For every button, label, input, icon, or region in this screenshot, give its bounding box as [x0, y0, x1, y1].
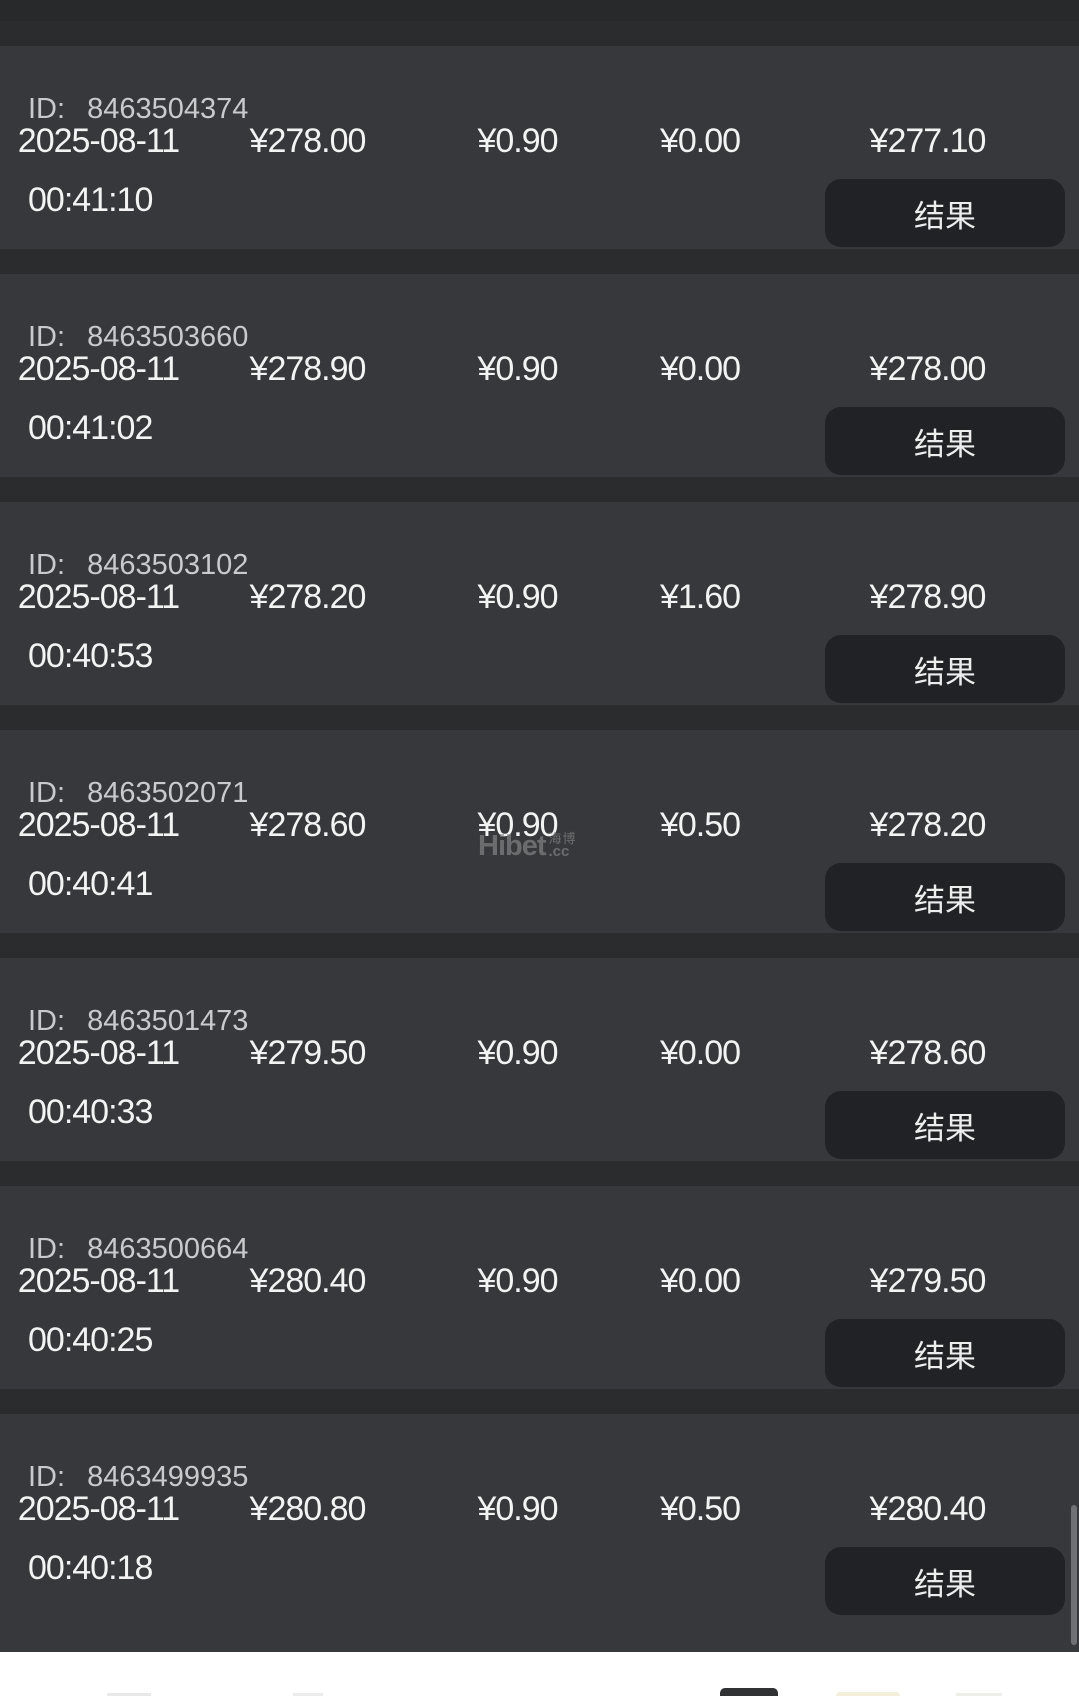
record-amount-win: ¥1.60 [659, 578, 741, 616]
record-time: 00:41:02 [28, 409, 153, 447]
record-amount-win: ¥0.50 [659, 1490, 741, 1528]
record-amount-fee: ¥0.90 [477, 1034, 558, 1072]
record-id-value: 8463501473 [87, 1005, 249, 1037]
record-date: 2025-08-11 [17, 1262, 180, 1300]
record-date: 2025-08-11 [17, 806, 180, 844]
record-date: 2025-08-11 [17, 578, 180, 616]
record-amount-open: ¥278.00 [249, 122, 367, 160]
record-card: ID: 8463503102 2025-08-11 00:40:53 ¥278.2… [0, 502, 1079, 705]
record-id-label: ID: [28, 1233, 66, 1265]
result-button[interactable]: 结果 [825, 1091, 1065, 1159]
record-amount-open: ¥279.50 [249, 1034, 367, 1072]
record-card: ID: 8463502071 2025-08-11 00:40:41 ¥278.6… [0, 730, 1079, 933]
record-card: ID: 8463501473 2025-08-11 00:40:33 ¥279.5… [0, 958, 1079, 1161]
record-amount-close: ¥278.60 [869, 1034, 987, 1072]
record-id-row: ID: 8463502071 [28, 778, 248, 809]
record-time: 00:40:41 [28, 865, 153, 903]
record-amount-fee: ¥0.90 [477, 1490, 558, 1528]
record-amount-win: ¥0.50 [659, 806, 741, 844]
scrollbar-thumb[interactable] [1071, 1505, 1077, 1645]
record-card: ID: 8463504374 2025-08-11 00:41:10 ¥278.0… [0, 46, 1079, 249]
result-button[interactable]: 结果 [825, 179, 1065, 247]
record-amount-open: ¥280.40 [249, 1262, 367, 1300]
record-id-row: ID: 8463504374 [28, 94, 248, 125]
record-id-value: 8463500664 [87, 1233, 249, 1265]
record-time: 00:40:25 [28, 1321, 153, 1359]
record-amount-open: ¥278.60 [249, 806, 367, 844]
result-button[interactable]: 结果 [825, 1319, 1065, 1387]
result-button[interactable]: 结果 [825, 407, 1065, 475]
record-amount-win: ¥0.00 [659, 350, 741, 388]
result-button[interactable]: 结果 [825, 863, 1065, 931]
record-amount-open: ¥278.90 [249, 350, 367, 388]
record-amount-open: ¥280.80 [249, 1490, 367, 1528]
bottom-bar [0, 1652, 1079, 1696]
record-card: ID: 8463500664 2025-08-11 00:40:25 ¥280.4… [0, 1186, 1079, 1389]
bottom-bar-partial-element [836, 1692, 900, 1696]
record-amount-close: ¥278.00 [869, 350, 987, 388]
record-time: 00:41:10 [28, 181, 153, 219]
bottom-bar-partial-element [293, 1693, 323, 1696]
record-id-label: ID: [28, 1005, 66, 1037]
keyboard-peek-icon [720, 1688, 778, 1696]
record-amount-fee: ¥0.90 [477, 350, 558, 388]
record-id-label: ID: [28, 549, 66, 581]
record-id-value: 8463504374 [87, 93, 249, 125]
record-id-value: 8463502071 [87, 777, 249, 809]
record-amount-close: ¥278.90 [869, 578, 987, 616]
record-card: ID: 8463499935 2025-08-11 00:40:18 ¥280.8… [0, 1414, 1079, 1676]
record-date: 2025-08-11 [17, 122, 180, 160]
result-button[interactable]: 结果 [825, 1547, 1065, 1615]
record-time: 00:40:33 [28, 1093, 153, 1131]
record-amount-close: ¥279.50 [869, 1262, 987, 1300]
record-id-value: 8463503102 [87, 549, 249, 581]
record-id-label: ID: [28, 1461, 66, 1493]
record-id-label: ID: [28, 777, 66, 809]
record-amount-fee: ¥0.90 [477, 578, 558, 616]
result-button[interactable]: 结果 [825, 635, 1065, 703]
record-id-row: ID: 8463503660 [28, 322, 248, 353]
record-id-row: ID: 8463501473 [28, 1006, 248, 1037]
record-amount-open: ¥278.20 [249, 578, 367, 616]
record-date: 2025-08-11 [17, 1490, 180, 1528]
record-time: 00:40:53 [28, 637, 153, 675]
record-id-value: 8463503660 [87, 321, 249, 353]
record-amount-close: ¥277.10 [869, 122, 987, 160]
record-amount-fee: ¥0.90 [477, 122, 558, 160]
record-id-label: ID: [28, 93, 66, 125]
record-time: 00:40:18 [28, 1549, 153, 1587]
record-id-label: ID: [28, 321, 66, 353]
record-date: 2025-08-11 [17, 350, 180, 388]
record-amount-fee: ¥0.90 [477, 806, 558, 844]
record-amount-close: ¥278.20 [869, 806, 987, 844]
bottom-bar-partial-element [956, 1693, 1002, 1696]
bottom-bar-partial-element [107, 1693, 151, 1696]
record-date: 2025-08-11 [17, 1034, 180, 1072]
record-amount-win: ¥0.00 [659, 1262, 741, 1300]
top-separator-band [0, 0, 1079, 21]
record-id-row: ID: 8463499935 [28, 1462, 248, 1493]
record-id-row: ID: 8463500664 [28, 1234, 248, 1265]
record-amount-win: ¥0.00 [659, 122, 741, 160]
record-amount-fee: ¥0.90 [477, 1262, 558, 1300]
record-id-row: ID: 8463503102 [28, 550, 248, 581]
record-amount-win: ¥0.00 [659, 1034, 741, 1072]
record-card: ID: 8463503660 2025-08-11 00:41:02 ¥278.9… [0, 274, 1079, 477]
record-id-value: 8463499935 [87, 1461, 249, 1493]
record-amount-close: ¥280.40 [869, 1490, 987, 1528]
